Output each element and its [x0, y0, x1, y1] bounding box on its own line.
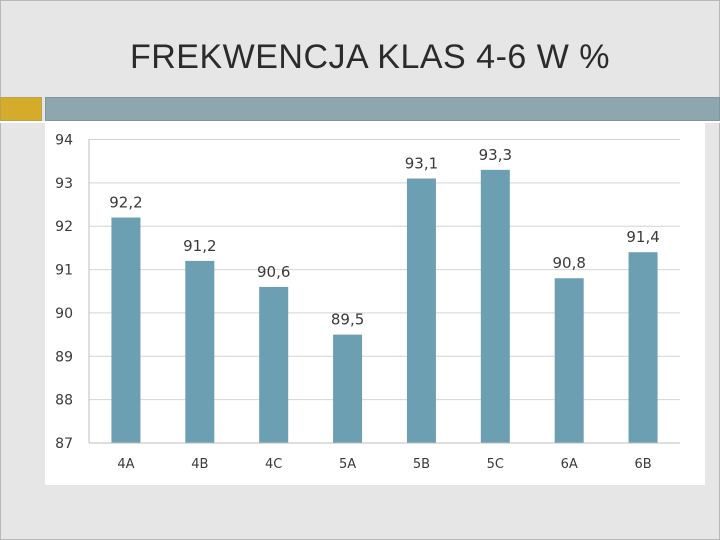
data-label: 91,4	[626, 228, 659, 246]
data-label: 89,5	[331, 311, 364, 329]
y-tick-label: 88	[55, 393, 73, 409]
data-label: 90,6	[257, 263, 290, 281]
bar	[185, 260, 215, 443]
slide-title: FREKWENCJA KLAS 4-6 W %	[129, 38, 611, 76]
x-tick-label: 6A	[561, 457, 578, 472]
x-tick-label: 6B	[634, 457, 651, 472]
bar	[333, 334, 363, 443]
bar	[259, 286, 289, 443]
x-tick-label: 5A	[339, 457, 356, 472]
y-tick-label: 92	[55, 219, 73, 235]
x-tick-label: 4A	[117, 457, 134, 472]
data-label: 91,2	[183, 237, 216, 255]
divider-line	[0, 121, 720, 123]
bar	[554, 278, 584, 443]
x-tick-label: 4C	[265, 457, 282, 472]
x-tick-label: 4B	[191, 457, 208, 472]
x-tick-label: 5B	[413, 457, 430, 472]
bar	[628, 252, 658, 443]
y-tick-label: 89	[55, 349, 73, 365]
data-label: 90,8	[552, 254, 585, 272]
bar	[111, 217, 141, 443]
data-label: 93,1	[405, 155, 438, 173]
accent-block-gold	[0, 97, 42, 121]
data-label: 93,3	[479, 146, 512, 164]
y-tick-label: 94	[55, 133, 73, 149]
y-tick-label: 93	[55, 176, 73, 192]
data-label: 92,2	[109, 194, 142, 212]
y-tick-label: 91	[55, 263, 73, 279]
bar	[406, 178, 436, 443]
x-tick-label: 5C	[487, 457, 504, 472]
y-tick-label: 90	[55, 306, 73, 322]
accent-bar-blue	[45, 97, 720, 121]
y-tick-label: 87	[55, 436, 73, 452]
bar	[480, 169, 510, 443]
